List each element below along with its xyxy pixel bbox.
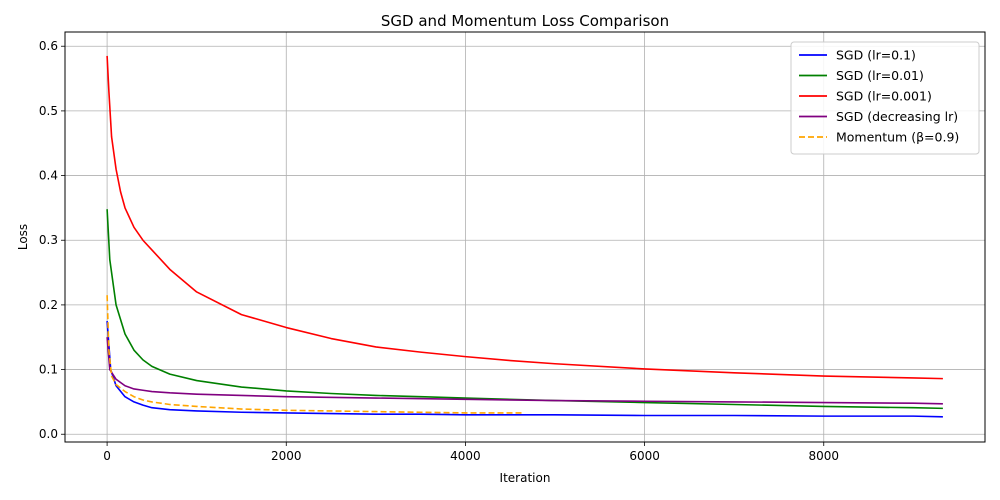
x-tick-label-2: 4000 [450,449,481,463]
legend-label-4: Momentum (β=0.9) [836,130,959,145]
y-tick-label-5: 0.5 [39,104,58,118]
x-tick-label-3: 6000 [629,449,660,463]
y-axis-ticks: 0.0 0.1 0.2 0.3 0.4 0.5 0.6 [39,39,65,441]
y-tick-label-2: 0.2 [39,298,58,312]
chart-title: SGD and Momentum Loss Comparison [381,12,669,30]
y-tick-label-1: 0.1 [39,363,58,377]
legend-label-1: SGD (lr=0.01) [836,68,924,83]
x-tick-label-1: 2000 [271,449,302,463]
legend-box [790,41,980,155]
x-tick-label-4: 8000 [808,449,839,463]
x-axis-label: Iteration [500,471,551,485]
x-tick-label-0: 0 [103,449,111,463]
y-tick-label-6: 0.6 [39,39,58,53]
legend-label-0: SGD (lr=0.1) [836,48,916,63]
series-layer [106,55,943,418]
series-line-4 [106,295,524,414]
x-axis-ticks: 0 2000 4000 6000 8000 [103,442,839,463]
series-line-3 [106,337,943,405]
plot-frame [64,31,986,443]
legend-label-3: SGD (decreasing lr) [836,109,958,124]
y-axis-label: Loss [16,224,30,250]
y-tick-label-3: 0.3 [39,233,58,247]
series-line-1 [106,209,943,410]
y-tick-label-0: 0.0 [39,427,58,441]
legend: SGD (lr=0.1) SGD (lr=0.01) SGD (lr=0.001) S… [790,41,980,155]
series-line-0 [106,321,943,418]
legend-label-2: SGD (lr=0.001) [836,89,932,104]
series-line-2 [106,55,943,380]
legend-items: SGD (lr=0.1) SGD (lr=0.01) SGD (lr=0.001) S… [799,48,959,145]
y-tick-label-4: 0.4 [39,169,58,183]
